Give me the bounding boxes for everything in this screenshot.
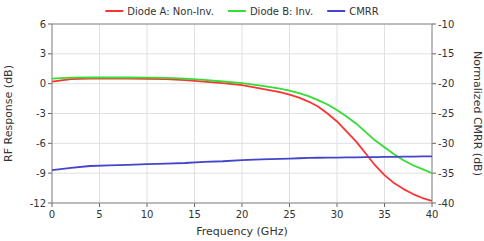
tick-label: -10: [438, 19, 454, 30]
tick-label: 5: [96, 209, 102, 220]
grid-line: [52, 53, 432, 54]
tick: [432, 173, 436, 174]
tick-label: -40: [438, 198, 454, 209]
legend-label: CMRR: [349, 6, 379, 17]
grid-line: [52, 113, 432, 114]
tick-label: -25: [438, 108, 454, 119]
tick: [48, 83, 52, 84]
legend-swatch: [327, 10, 345, 12]
tick-label: 3: [40, 48, 46, 59]
tick-label: 0: [40, 78, 46, 89]
legend-item: Diode B: Inv.: [228, 6, 313, 17]
tick: [289, 203, 290, 207]
tick: [384, 203, 385, 207]
tick-label: 0: [49, 209, 55, 220]
tick: [48, 53, 52, 54]
tick-label: -6: [36, 138, 46, 149]
tick-label: -20: [438, 78, 454, 89]
tick-label: 6: [40, 19, 46, 30]
tick-label: -30: [438, 138, 454, 149]
legend: Diode A: Non-Inv. Diode B: Inv. CMRR: [105, 6, 378, 17]
tick: [194, 203, 195, 207]
tick: [147, 203, 148, 207]
axes: 0510152025303540-12-9-6-3036-40-35-30-25…: [30, 19, 455, 221]
tick: [432, 24, 436, 25]
legend-swatch: [105, 10, 123, 12]
tick-label: 10: [141, 209, 154, 220]
tick: [242, 203, 243, 207]
legend-item: Diode A: Non-Inv.: [105, 6, 214, 17]
y2-axis-label: Normalized CMRR (dB): [471, 51, 484, 176]
tick: [432, 53, 436, 54]
grid-line: [52, 143, 432, 144]
plot-data: [52, 78, 432, 202]
tick: [52, 203, 53, 207]
tick: [432, 83, 436, 84]
tick-label: -35: [438, 168, 454, 179]
tick-label: -3: [36, 108, 46, 119]
tick-label: 25: [283, 209, 296, 220]
tick: [48, 143, 52, 144]
y-axis-label: RF Response (dB): [2, 65, 15, 162]
tick-label: -12: [30, 198, 46, 209]
chart: 0510152025303540-12-9-6-3036-40-35-30-25…: [0, 0, 484, 241]
legend-item: CMRR: [327, 6, 379, 17]
tick-label: 15: [188, 209, 201, 220]
tick: [432, 203, 433, 207]
tick: [48, 173, 52, 174]
tick-label: 20: [236, 209, 249, 220]
tick: [432, 143, 436, 144]
tick: [337, 203, 338, 207]
series-line: [52, 156, 432, 170]
plot-frame: [52, 24, 432, 203]
legend-swatch: [228, 10, 246, 12]
grid-line: [52, 173, 432, 174]
tick: [432, 203, 436, 204]
series-line: [52, 78, 432, 174]
tick-label: -15: [438, 48, 454, 59]
tick: [48, 113, 52, 114]
tick: [48, 203, 52, 204]
tick: [99, 203, 100, 207]
tick-label: 40: [426, 209, 439, 220]
legend-label: Diode A: Non-Inv.: [127, 6, 214, 17]
legend-label: Diode B: Inv.: [250, 6, 313, 17]
x-axis-label: Frequency (GHz): [196, 225, 287, 238]
tick: [432, 113, 436, 114]
grid: [52, 24, 432, 203]
tick-label: -9: [36, 168, 46, 179]
tick: [48, 24, 52, 25]
tick-label: 35: [378, 209, 391, 220]
tick-label: 30: [331, 209, 344, 220]
